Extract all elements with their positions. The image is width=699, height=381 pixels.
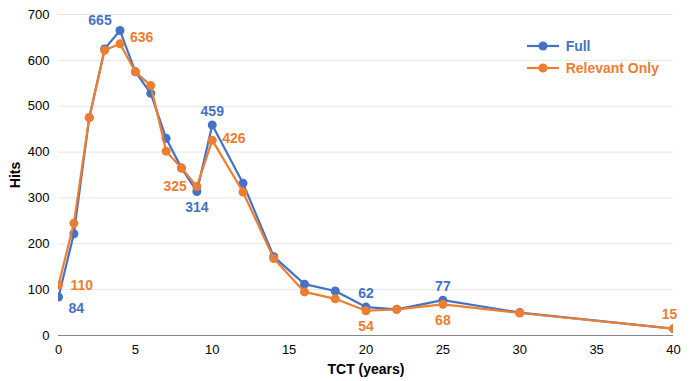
svg-text:15: 15 [282, 342, 296, 357]
svg-text:100: 100 [28, 282, 50, 297]
svg-text:400: 400 [28, 144, 50, 159]
svg-text:325: 325 [164, 178, 188, 194]
svg-text:200: 200 [28, 236, 50, 251]
html-text:Relevant Only: Relevant Only [565, 60, 659, 76]
svg-text:459: 459 [201, 102, 225, 118]
svg-text:0: 0 [42, 328, 49, 343]
svg-text:25: 25 [436, 342, 450, 357]
svg-text:77: 77 [435, 278, 451, 294]
svg-text:62: 62 [358, 285, 374, 301]
svg-text:500: 500 [28, 98, 50, 113]
svg-text:30: 30 [513, 342, 527, 357]
svg-text:665: 665 [88, 12, 112, 28]
svg-text:700: 700 [28, 7, 50, 22]
svg-text:426: 426 [222, 130, 246, 146]
svg-text:TCT (years): TCT (years) [327, 361, 404, 377]
svg-text:84: 84 [69, 300, 85, 316]
svg-text:314: 314 [185, 199, 209, 215]
svg-text:10: 10 [205, 342, 219, 357]
svg-text:300: 300 [28, 190, 50, 205]
svg-text:68: 68 [435, 312, 451, 328]
svg-text:20: 20 [359, 342, 373, 357]
svg-text:35: 35 [589, 342, 603, 357]
svg-text:636: 636 [130, 29, 154, 45]
svg-text:0: 0 [55, 342, 62, 357]
svg-text:5: 5 [132, 342, 139, 357]
svg-text:40: 40 [666, 342, 680, 357]
svg-text:110: 110 [71, 277, 94, 293]
svg-text:15: 15 [662, 306, 678, 322]
svg-text:54: 54 [358, 318, 374, 334]
html-text:Full: Full [565, 38, 591, 54]
svg-text:Hits: Hits [7, 162, 23, 189]
svg-text:600: 600 [28, 53, 50, 68]
